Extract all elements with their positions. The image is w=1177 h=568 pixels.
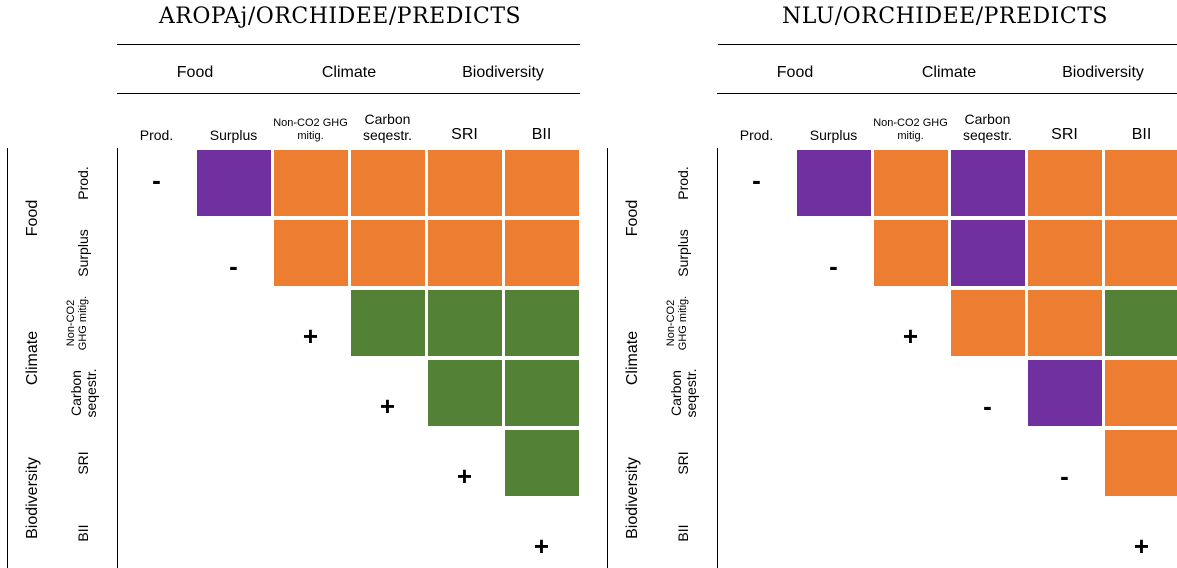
- matrix-cell-r3-c4: [1028, 360, 1102, 426]
- panel-title: NLU/ORCHIDEE/PREDICTS: [695, 4, 1177, 29]
- matrix-cell-r0-c3: [951, 150, 1025, 216]
- matrix-cell-r0-c1: [797, 150, 871, 216]
- col-label-bii: BII: [1104, 127, 1177, 143]
- col-group-climate: Climate: [874, 64, 1024, 82]
- matrix-cell-r2-c5: [1105, 290, 1177, 356]
- row-label-non-co2-ghg-mitig: Non-CO2 GHG mitig.: [665, 290, 705, 356]
- diagonal-sign-5: +: [1122, 531, 1162, 562]
- matrix-cell-r0-c5: [1105, 150, 1177, 216]
- grid-left-rule: [717, 148, 718, 568]
- row-label-surplus: Surplus: [676, 220, 694, 286]
- matrix-cell-r0-c2: [874, 150, 948, 216]
- matrix-cell-r1-c2: [874, 220, 948, 286]
- diagonal-sign-3: -: [968, 391, 1008, 422]
- diagonal-sign-1: -: [814, 251, 854, 282]
- matrix-cell-r2-c4: [1028, 290, 1102, 356]
- col-label-surplus: Surplus: [796, 127, 872, 143]
- matrix-cell-r0-c4: [1028, 150, 1102, 216]
- col-label-sri: SRI: [1027, 127, 1103, 143]
- row-label-prod: Prod.: [676, 150, 694, 216]
- row-label-carbon-seqestr: Carbon seqestr.: [669, 360, 701, 426]
- matrix-cell-r1-c4: [1028, 220, 1102, 286]
- col-label-non-co2-ghg-mitig: Non-CO2 GHG mitig.: [873, 117, 949, 143]
- col-label-prod: Prod.: [719, 127, 795, 143]
- title-rule: [718, 44, 1177, 45]
- diagonal-sign-2: +: [891, 321, 931, 352]
- row-group-rule: [607, 148, 608, 568]
- row-label-sri: SRI: [676, 430, 694, 496]
- matrix-cell-r1-c5: [1105, 220, 1177, 286]
- col-group-biodiversity: Biodiversity: [1028, 64, 1177, 82]
- matrix-cell-r2-c3: [951, 290, 1025, 356]
- row-group-biodiversity: Biodiversity: [623, 428, 643, 568]
- matrix-cell-r3-c5: [1105, 360, 1177, 426]
- row-label-bii: BII: [676, 500, 694, 566]
- matrix-cell-r1-c3: [951, 220, 1025, 286]
- group-rule: [717, 93, 1177, 94]
- row-group-climate: Climate: [623, 288, 643, 428]
- matrix-cell-r4-c5: [1105, 430, 1177, 496]
- diagonal-sign-4: -: [1045, 461, 1085, 492]
- col-group-food: Food: [720, 64, 870, 82]
- diagonal-sign-0: -: [737, 165, 777, 196]
- col-label-carbon-seqestr: Carbon seqestr.: [950, 111, 1026, 143]
- row-group-food: Food: [623, 148, 643, 288]
